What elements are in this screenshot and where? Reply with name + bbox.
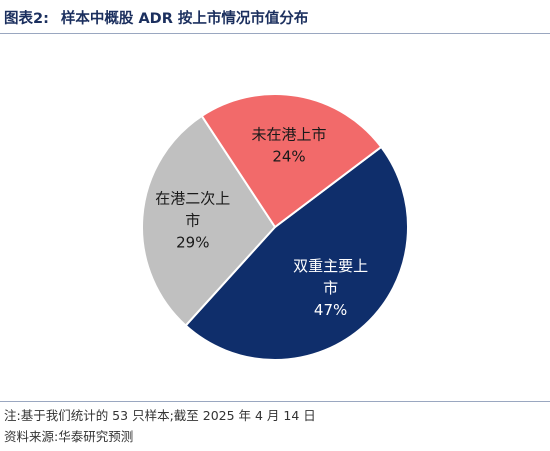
slice-label-line: 市 [323, 278, 338, 296]
footnote-source: 资料来源:华泰研究预测 [4, 429, 134, 444]
slice-label-line: 双重主要上 [293, 256, 368, 274]
top-rule [0, 33, 550, 34]
chart-area: 双重主要上市 47% 在港二次上市 29% 未在港上市 24% [0, 36, 550, 398]
pie-chart: 双重主要上市 47%在港二次上市 29%未在港上市 24% [141, 93, 410, 361]
chart-title: 样本中概股 ADR 按上市情况市值分布 [60, 10, 309, 27]
pie-slice-1 [141, 114, 277, 327]
footnote-note: 注:基于我们统计的 53 只样本;截至 2025 年 4 月 14 日 [4, 408, 316, 423]
slice-label-line: 24% [272, 147, 305, 165]
slice-label-line: 未在港上市 [251, 125, 326, 143]
slice-label-line: 29% [176, 233, 209, 251]
bottom-rule [0, 401, 550, 402]
pie-slice-0 [184, 145, 410, 361]
figure-header: 图表2: 样本中概股 ADR 按上市情况市值分布 [4, 2, 546, 32]
figure-label: 图表2: [4, 10, 49, 27]
slice-label-line: 47% [314, 300, 347, 318]
slice-label-line: 在港二次上 [155, 189, 230, 207]
slice-label-2: 未在港上市 24% [251, 125, 326, 165]
slice-label-line: 市 [185, 211, 200, 229]
slice-label-1: 在港二次上市 29% [155, 189, 230, 251]
slice-label-0: 双重主要上市 47% [293, 256, 368, 318]
pie-slice-2 [200, 93, 383, 229]
